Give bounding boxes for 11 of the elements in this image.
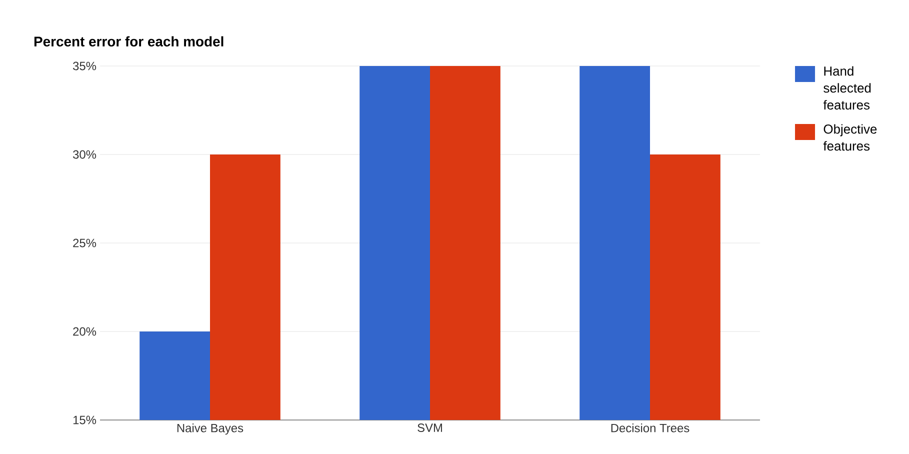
x-tick-label: Naive Bayes [177, 424, 244, 435]
y-tick-label: 30% [73, 150, 96, 159]
x-tick-label: SVM [418, 424, 442, 432]
y-tick-label: 20% [73, 327, 96, 336]
x-tick-label: Decision Trees [611, 424, 690, 432]
y-tick-label: 15% [73, 416, 96, 424]
chart-title: Percent error for each model [34, 36, 224, 47]
y-tick-label: 35% [73, 62, 96, 70]
legend-label: Hand selected features [823, 66, 871, 110]
y-tick-label: 25% [73, 238, 96, 248]
legend-label: Objective features [823, 124, 877, 151]
